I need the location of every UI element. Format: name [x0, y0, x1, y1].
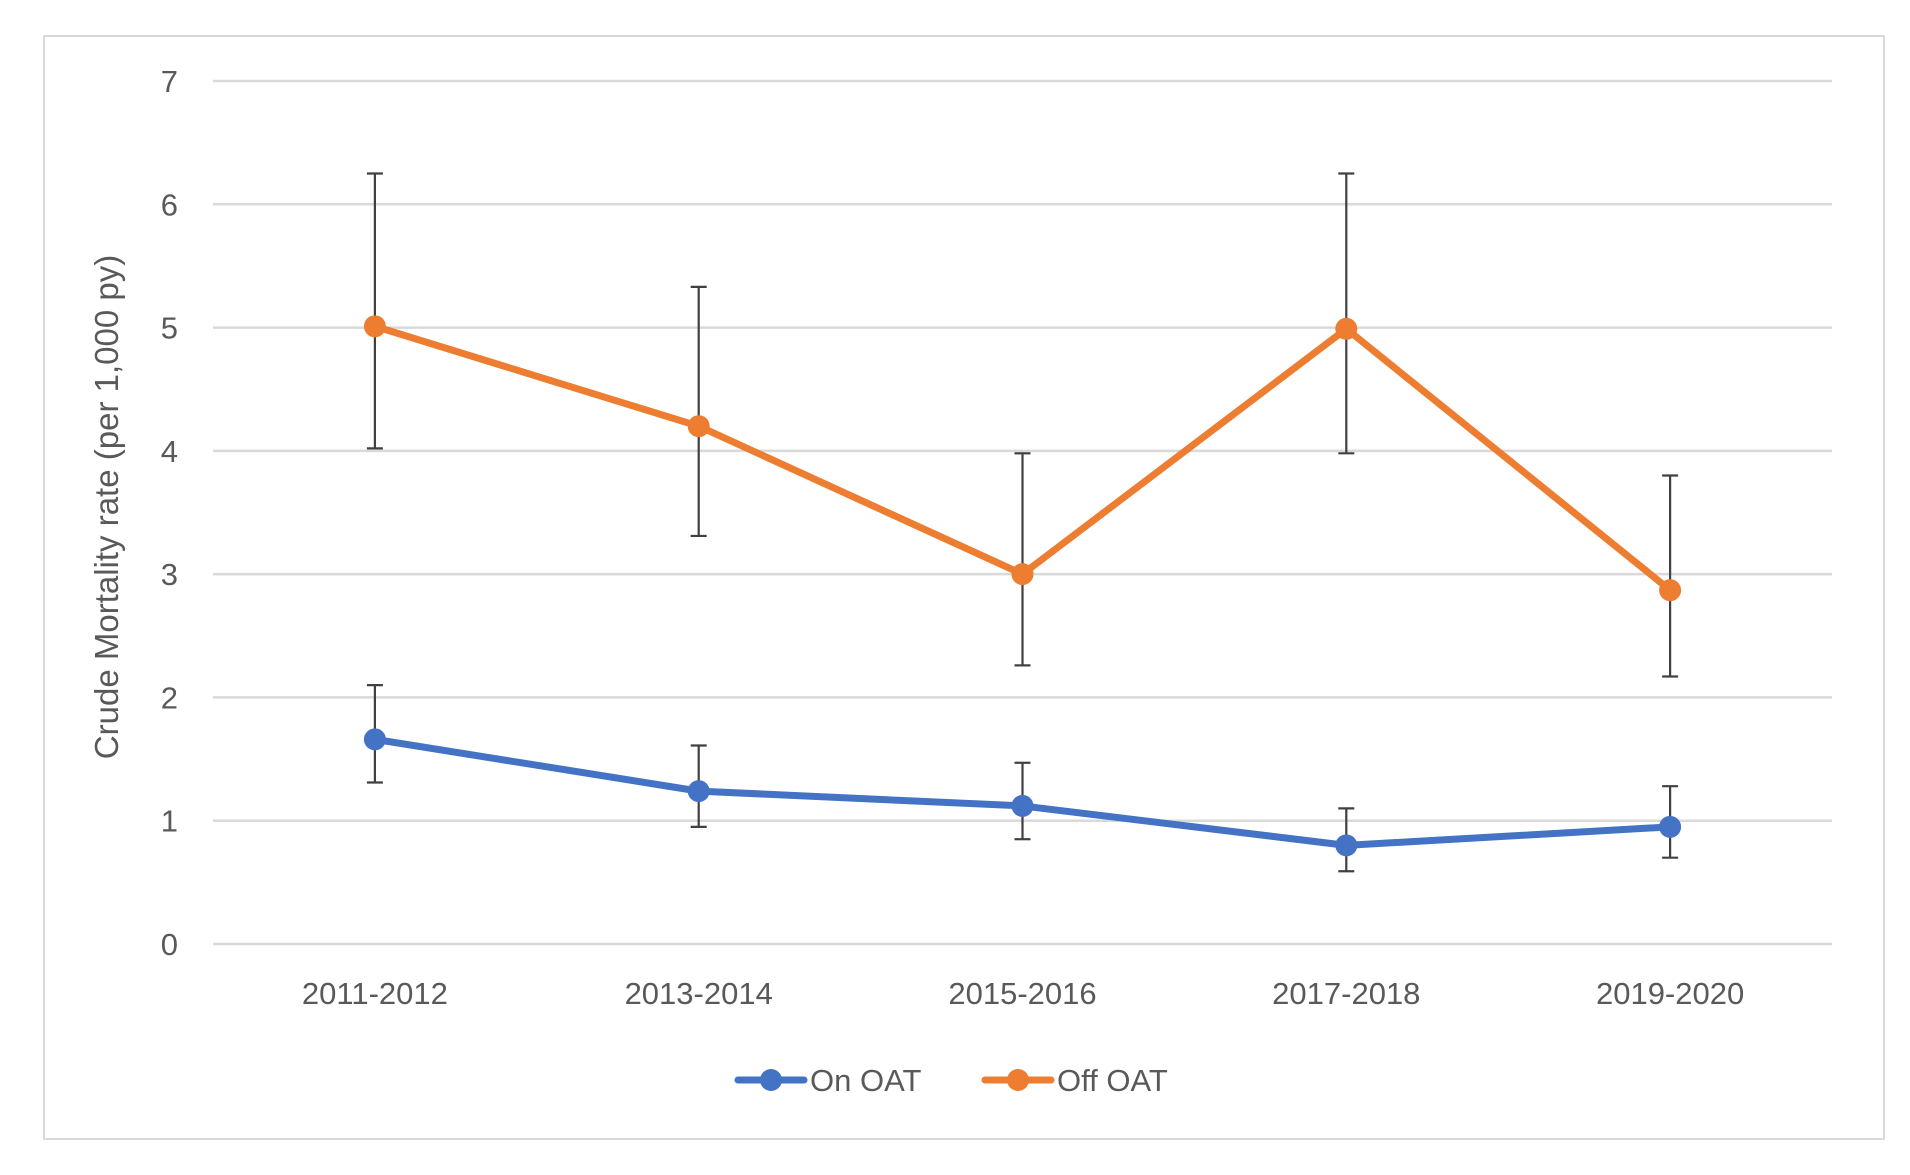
x-tick-label-2013-2014: 2013-2014 [625, 976, 773, 1011]
x-tick-label-2017-2018: 2017-2018 [1272, 976, 1420, 1011]
y-tick-label-4: 4 [161, 434, 178, 469]
legend-label-1: Off OAT [1057, 1063, 1168, 1098]
data-point-1-3 [1335, 317, 1358, 340]
x-axis-ticks: 2011-2012 2013-2014 2015-2016 2017-2018 2019… [302, 976, 1744, 1011]
y-tick-label-0: 0 [161, 927, 178, 962]
legend-marker-1 [1007, 1069, 1029, 1091]
data-point-1-2 [1011, 563, 1034, 586]
grid-lines [213, 79, 1832, 946]
data-point-0-2 [1011, 794, 1034, 817]
y-tick-label-6: 6 [161, 187, 178, 222]
data-point-1-0 [363, 315, 386, 338]
legend-label-0: On OAT [810, 1063, 921, 1098]
chart-frame [43, 35, 1885, 1140]
data-point-1-4 [1659, 579, 1682, 602]
y-tick-label-2: 2 [161, 680, 178, 715]
x-tick-label-2011-2012: 2011-2012 [302, 976, 448, 1011]
data-point-0-0 [363, 728, 386, 751]
legend-marker-0 [760, 1069, 782, 1091]
legend: On OAT Off OAT [734, 1063, 1168, 1098]
series-lines [363, 315, 1682, 857]
data-point-0-4 [1659, 815, 1682, 838]
data-point-0-3 [1335, 834, 1358, 857]
x-tick-label-2015-2016: 2015-2016 [948, 976, 1096, 1011]
y-axis-title: Crude Mortality rate (per 1,000 py) [88, 255, 125, 759]
y-tick-label-3: 3 [161, 557, 178, 592]
y-tick-label-7: 7 [161, 64, 178, 99]
y-tick-label-1: 1 [161, 804, 178, 839]
x-tick-label-2019-2020: 2019-2020 [1596, 976, 1744, 1011]
data-point-1-1 [687, 415, 710, 438]
y-axis-ticks: 0 1 2 3 4 5 6 7 [161, 64, 178, 962]
data-point-0-1 [687, 780, 710, 803]
y-tick-label-5: 5 [161, 311, 178, 346]
